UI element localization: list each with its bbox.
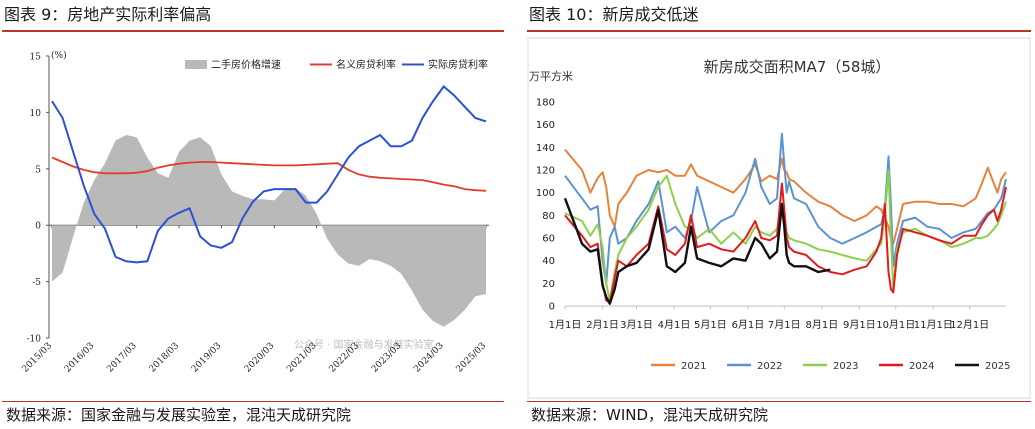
x-tick-label: 2017/03	[105, 341, 139, 375]
legend-label-2022: 2022	[757, 361, 782, 372]
x-tick-label: 2月1日	[586, 319, 619, 331]
legend-real-rate-label: 实际房贷利率	[428, 58, 488, 71]
series-area-price-growth	[52, 135, 486, 327]
legend-label-2023: 2023	[833, 361, 858, 372]
series-line-2022	[564, 132, 1007, 285]
chart-title: 新房成交面积MA7（58城）	[704, 58, 891, 76]
y-tick-label: 15	[30, 53, 42, 63]
series-line-real-rate	[51, 85, 487, 264]
legend-label-2021: 2021	[681, 361, 706, 372]
y-tick-label: 0	[549, 302, 555, 313]
left-source-rule	[2, 401, 504, 402]
x-tick-label: 4月1日	[658, 319, 691, 331]
right-source-rule	[527, 401, 1031, 402]
y-tick-label: 80	[542, 211, 555, 222]
right-chart: 新房成交面积MA7（58城） 万平方米 180 160 140 120 100 80 60 40 2…	[527, 37, 1031, 399]
x-tick-label: 11月1日	[914, 319, 953, 331]
series-line-2024	[564, 182, 1007, 304]
x-tick-label: 9月1日	[843, 319, 876, 331]
y-tick-label: 160	[536, 120, 555, 131]
y-axis-title: 万平方米	[529, 69, 573, 83]
x-tick-label: 2025/03	[455, 341, 489, 375]
y-tick-label: 140	[536, 143, 555, 154]
x-tick-label: 10月1日	[876, 319, 915, 331]
y-tick-label: 120	[536, 166, 555, 177]
legend-nominal-rate-label: 名义房贷利率	[336, 58, 396, 71]
series-line-2025	[563, 197, 831, 305]
left-source: 数据来源：国家金融与发展实验室，混沌天成研究院	[6, 406, 352, 424]
x-tick-label: 8月1日	[805, 319, 838, 331]
x-tick-label: 2018/03	[148, 341, 182, 375]
x-tick-label: 2016/03	[63, 341, 97, 375]
y-tick-label: 100	[536, 188, 555, 199]
x-tick-label: 7月1日	[768, 319, 801, 331]
right-title-rule	[527, 30, 1031, 32]
y-tick-label: -5	[32, 278, 41, 288]
series-line-nominal-rate	[51, 156, 487, 192]
y-tick-label: 40	[542, 256, 555, 267]
left-title-rule	[2, 30, 504, 32]
legend-price-growth-label: 二手房价格增速	[211, 58, 281, 71]
x-tick-label: 2015/03	[21, 341, 55, 375]
x-tick-label: 2020/03	[243, 341, 277, 375]
legend-price-growth-swatch	[185, 60, 207, 69]
y-axis-unit: (%)	[51, 50, 67, 61]
series-line-2021	[564, 148, 1007, 245]
legend-label-2024: 2024	[909, 361, 934, 372]
x-tick-label: 2019/03	[190, 341, 224, 375]
x-tick-label: 12月1日	[950, 319, 989, 331]
x-tick-label: 3月1日	[620, 319, 653, 331]
y-tick-label: 10	[30, 109, 42, 119]
right-figure-title: 图表 10：新房成交低迷	[529, 5, 699, 24]
x-tick-label: 6月1日	[732, 319, 765, 331]
chart-frame	[527, 37, 1031, 399]
y-tick-label: -10	[27, 335, 42, 345]
left-figure-title: 图表 9：房地产实际利率偏高	[4, 5, 212, 24]
x-tick-label: 1月1日	[549, 319, 582, 331]
y-tick-label: 60	[542, 234, 555, 245]
legend-label-2025: 2025	[985, 361, 1010, 372]
y-tick-label: 180	[536, 98, 555, 109]
y-tick-label: 5	[35, 165, 41, 175]
y-tick-label: 0	[35, 222, 41, 232]
y-tick-label: 20	[542, 279, 555, 290]
x-tick-label: 5月1日	[694, 319, 727, 331]
right-source: 数据来源：WIND，混沌天成研究院	[531, 406, 769, 424]
watermark-text: 公众号 · 国家金融与发展实验室	[294, 338, 434, 351]
